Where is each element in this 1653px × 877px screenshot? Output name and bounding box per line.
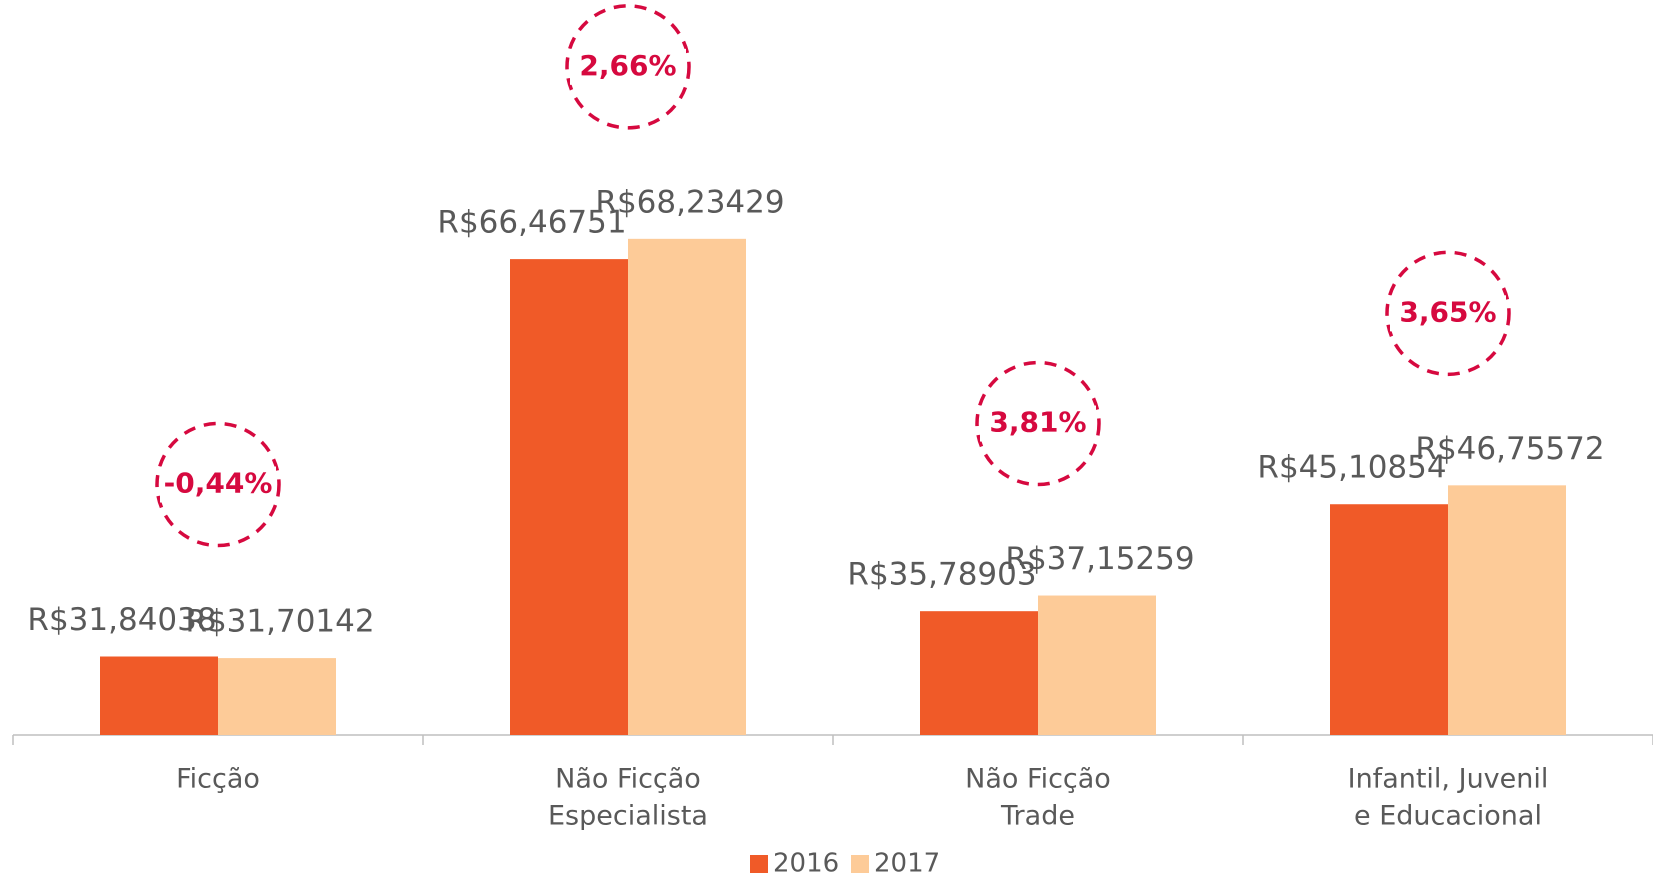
annotation: 3,65% <box>1399 295 1496 328</box>
bar <box>510 259 628 735</box>
data-label: R$68,23429 <box>595 184 784 220</box>
annotation-bg <box>160 466 276 503</box>
annotation-circle <box>1385 250 1511 377</box>
bar <box>628 238 746 735</box>
legend-swatch <box>851 855 869 873</box>
bar <box>1448 485 1566 735</box>
annotation-circle <box>565 4 691 130</box>
x-tick-label: Trade <box>1000 801 1075 832</box>
x-tick-label: Ficção <box>176 764 260 795</box>
data-label: R$31,84038 <box>27 602 216 638</box>
annotation: -0,44% <box>164 466 273 499</box>
bar <box>218 658 336 735</box>
bar <box>920 611 1038 735</box>
bar <box>1038 595 1156 735</box>
x-tick-label: Não Ficção <box>965 764 1111 795</box>
data-label: R$31,70142 <box>185 604 374 640</box>
data-label: R$66,46751 <box>437 205 626 241</box>
annotation-circle <box>975 360 1101 487</box>
annotation-bg <box>1390 295 1506 332</box>
annotation-circle <box>155 421 281 548</box>
annotation: 2,66% <box>579 49 676 82</box>
x-tick-label: Infantil, Juvenil <box>1348 764 1549 795</box>
bar <box>100 656 218 735</box>
bar <box>1330 504 1448 735</box>
x-tick-label: Especialista <box>548 801 708 832</box>
annotation-bg <box>980 405 1096 442</box>
legend-label: 2016 <box>773 849 839 877</box>
annotation-bg <box>570 48 686 85</box>
annotation: 3,81% <box>989 406 1086 439</box>
data-label: R$45,10854 <box>1257 450 1446 486</box>
data-label: R$37,15259 <box>1005 541 1194 577</box>
legend-swatch <box>750 855 768 873</box>
x-tick-label: e Educacional <box>1354 801 1542 832</box>
legend-label: 2017 <box>874 849 940 877</box>
data-label: R$46,75572 <box>1415 431 1604 467</box>
x-tick-label: Não Ficção <box>555 764 701 795</box>
data-label: R$35,78903 <box>847 557 1036 593</box>
